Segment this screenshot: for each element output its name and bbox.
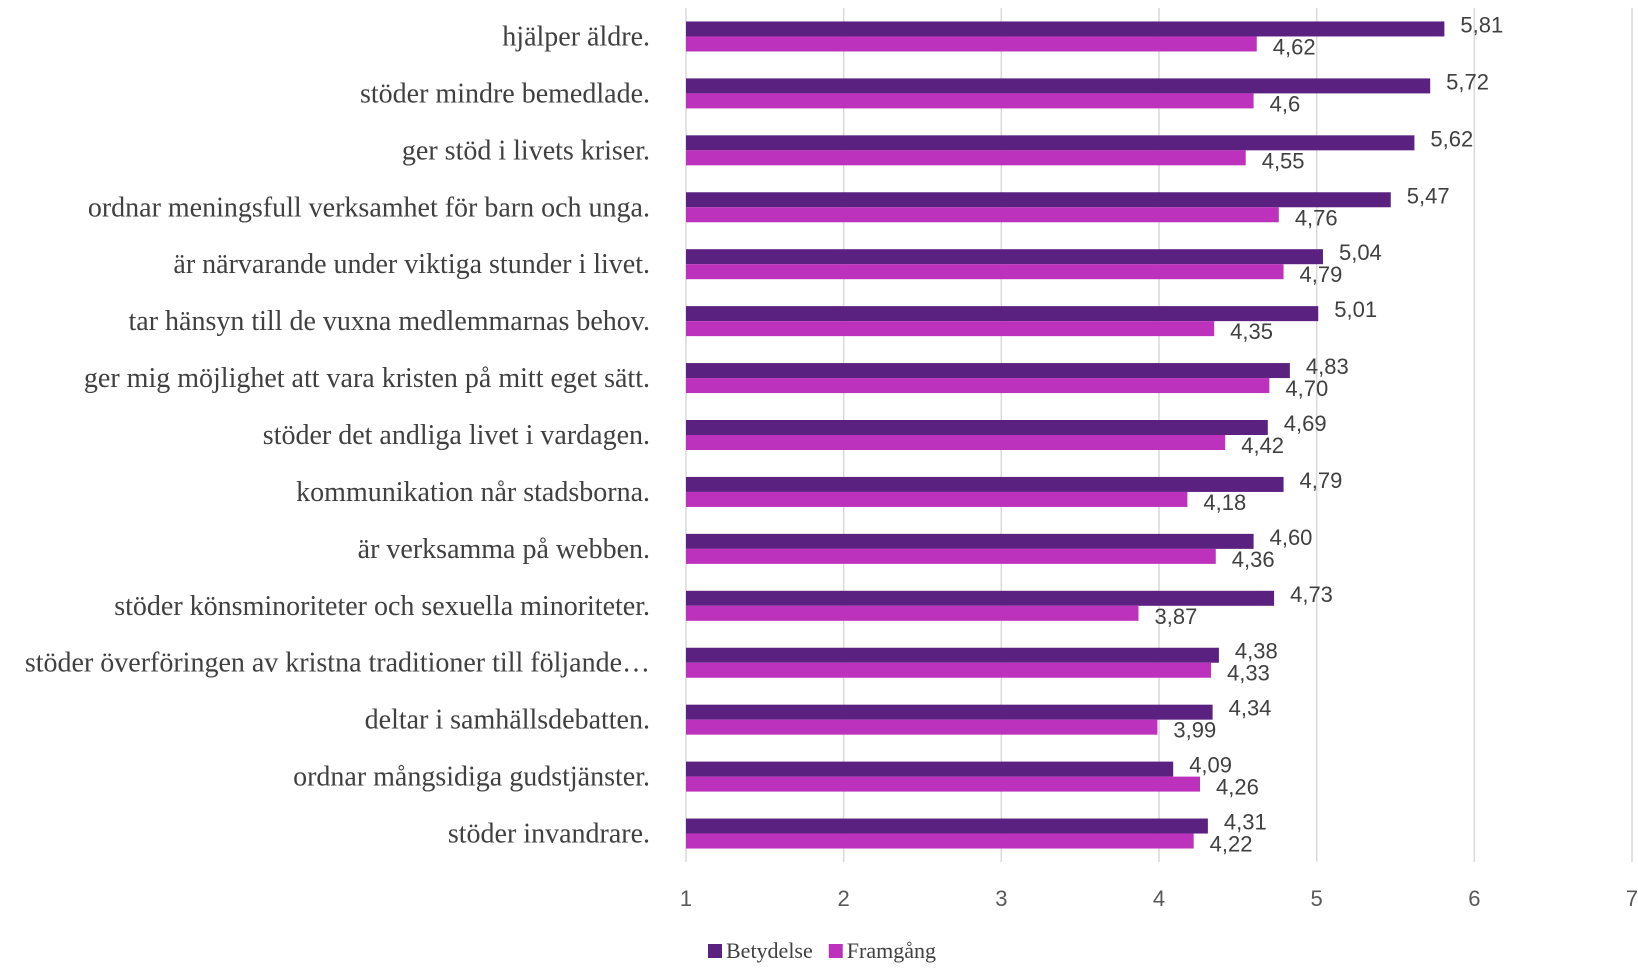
data-label: 5,47 xyxy=(1407,183,1450,208)
x-tick-label: 2 xyxy=(838,886,850,911)
x-tick-label: 4 xyxy=(1153,886,1165,911)
legend-label: Framgång xyxy=(847,938,936,963)
bar-betydelse xyxy=(686,590,1275,606)
data-label: 4,26 xyxy=(1216,775,1259,800)
x-tick-label: 1 xyxy=(680,886,692,911)
x-tick-label: 7 xyxy=(1626,886,1638,911)
bar-betydelse xyxy=(686,21,1445,37)
data-label: 4,76 xyxy=(1295,205,1338,230)
category-label: hjälper äldre. xyxy=(502,21,650,52)
data-label: 4,70 xyxy=(1285,376,1328,401)
bar-betydelse xyxy=(686,306,1319,322)
category-label: stöder det andliga livet i vardagen. xyxy=(263,420,650,451)
bar-betydelse xyxy=(686,704,1213,720)
bar-betydelse xyxy=(686,192,1391,208)
bar-framgång xyxy=(686,207,1279,223)
data-label: 4,18 xyxy=(1203,490,1246,515)
bar-betydelse xyxy=(686,533,1254,549)
category-label: stöder könsminoriteter och sexuella mino… xyxy=(114,591,650,622)
x-tick-label: 6 xyxy=(1468,886,1480,911)
bar-betydelse xyxy=(686,647,1219,663)
data-label: 4,79 xyxy=(1300,468,1343,493)
data-label: 4,35 xyxy=(1230,319,1273,344)
bar-betydelse xyxy=(686,420,1268,435)
bar-framgång xyxy=(686,491,1188,507)
category-label: stöder mindre bemedlade. xyxy=(360,78,650,109)
bar-framgång xyxy=(686,264,1284,280)
bar-betydelse xyxy=(686,363,1290,379)
data-label: 4,31 xyxy=(1224,810,1267,835)
bar-betydelse xyxy=(686,249,1323,265)
bar-framgång xyxy=(686,605,1139,621)
bar-betydelse xyxy=(686,818,1208,834)
data-label: 4,60 xyxy=(1270,525,1313,550)
data-label: 4,33 xyxy=(1227,661,1270,686)
category-label: kommunikation når stadsborna. xyxy=(296,477,650,508)
data-label: 4,79 xyxy=(1300,262,1343,287)
data-label: 5,81 xyxy=(1460,12,1503,37)
bar-framgång xyxy=(686,93,1254,109)
bar-framgång xyxy=(686,776,1200,792)
x-tick-label: 5 xyxy=(1311,886,1323,911)
data-label: 4,38 xyxy=(1235,639,1278,664)
category-label: stöder överföringen av kristna tradition… xyxy=(25,648,650,679)
data-label: 4,73 xyxy=(1290,582,1333,607)
category-label: deltar i samhällsdebatten. xyxy=(365,705,650,736)
bar-framgång xyxy=(686,321,1215,337)
data-label: 4,34 xyxy=(1229,696,1272,721)
bar-framgång xyxy=(686,833,1194,849)
data-label: 4,36 xyxy=(1232,547,1275,572)
legend-swatch xyxy=(828,944,843,958)
data-label: 4,62 xyxy=(1273,34,1316,59)
x-axis-ticks: 1 2 3 4 5 6 7 xyxy=(680,886,1638,911)
data-label: 4,55 xyxy=(1262,148,1305,173)
bar-framgång xyxy=(686,378,1270,394)
data-label: 4,6 xyxy=(1270,91,1301,116)
bar-framgång xyxy=(686,150,1246,166)
data-label: 5,72 xyxy=(1446,69,1489,94)
legend-swatch xyxy=(708,944,722,958)
legend-label: Betydelse xyxy=(726,938,813,963)
data-label: 5,62 xyxy=(1430,126,1473,151)
category-label: ordnar meningsfull verksamhet för barn o… xyxy=(88,192,650,223)
data-label: 5,04 xyxy=(1339,240,1382,265)
category-labels: hjälper äldre. stöder mindre bemedlade. ge… xyxy=(25,21,650,849)
data-label: 5,01 xyxy=(1334,297,1377,322)
legend: Betydelse Framgång xyxy=(708,938,936,963)
bar-betydelse xyxy=(686,135,1415,151)
data-label: 4,22 xyxy=(1210,832,1253,857)
bar-betydelse xyxy=(686,761,1174,777)
category-label: är närvarande under viktiga stunder i li… xyxy=(173,249,650,280)
category-label: stöder invandrare. xyxy=(448,819,650,850)
category-label: ger stöd i livets kriser. xyxy=(402,135,650,166)
data-label: 4,69 xyxy=(1284,411,1327,436)
bar-betydelse xyxy=(686,78,1431,94)
category-label: ordnar mångsidiga gudstjänster. xyxy=(293,762,650,793)
data-label: 4,09 xyxy=(1189,753,1232,778)
data-label: 3,99 xyxy=(1173,718,1216,743)
data-label: 3,87 xyxy=(1155,604,1198,629)
bars xyxy=(686,21,1445,849)
bar-framgång xyxy=(686,36,1257,52)
bar-betydelse xyxy=(686,476,1284,492)
data-labels: 5,814,625,724,65,624,555,474,765,044,795… xyxy=(1155,12,1504,856)
bar-framgång xyxy=(686,719,1158,735)
bar-framgång xyxy=(686,548,1216,564)
data-label: 4,42 xyxy=(1241,433,1284,458)
category-label: är verksamma på webben. xyxy=(358,534,650,565)
category-label: tar hänsyn till de vuxna medlemmarnas be… xyxy=(129,306,651,337)
x-tick-label: 3 xyxy=(995,886,1007,911)
data-label: 4,83 xyxy=(1306,354,1349,379)
category-label: ger mig möjlighet att vara kristen på mi… xyxy=(84,363,650,394)
bar-framgång xyxy=(686,662,1212,678)
bar-framgång xyxy=(686,435,1226,450)
